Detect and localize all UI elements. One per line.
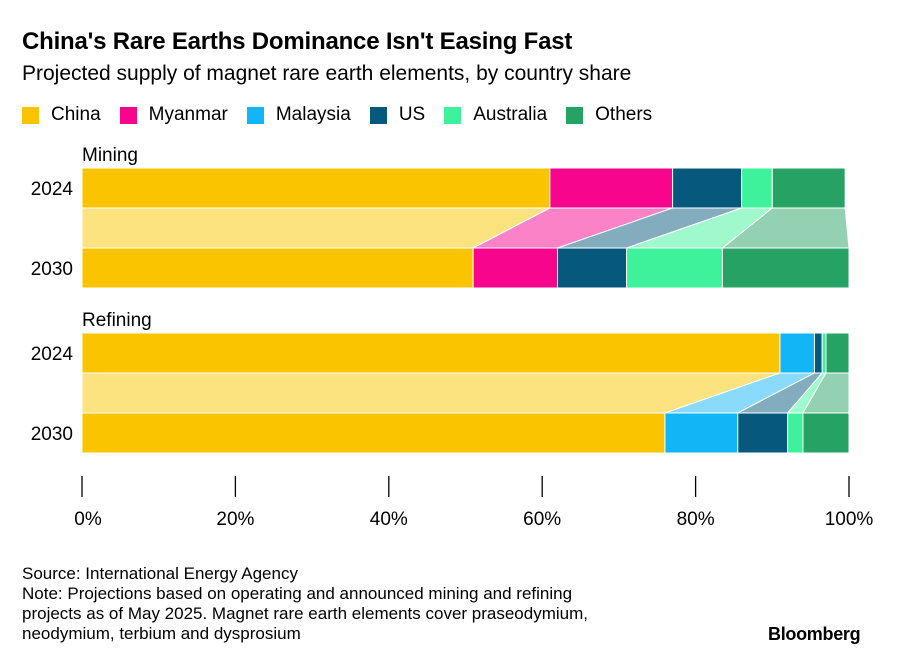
legend: China Myanmar Malaysia US Australia Othe… (22, 104, 671, 126)
mining-bar-2030-us (557, 247, 628, 289)
x-tick-label-0: 0% (74, 509, 102, 530)
legend-label-others: Others (595, 104, 653, 125)
bloomberg-logo: Bloomberg (768, 624, 861, 644)
panels-layer: Mining 2024 2030 Refining 2024 2030 (31, 145, 850, 454)
mining-bar-2030-china (81, 247, 474, 289)
stacked-bar-chart: Mining 2024 2030 Refining 2024 2030 0% 20% 40% 6… (31, 145, 874, 530)
footer-notes: Source: International Energy Agency Note… (22, 564, 588, 644)
mining-panel: Mining 2024 2030 (31, 145, 850, 289)
refining-bar-2024-others (825, 332, 850, 374)
refining-bar-2030-us (737, 412, 789, 454)
legend-label-malaysia: Malaysia (275, 104, 351, 125)
legend-label-australia: Australia (473, 104, 548, 125)
legend-swatch-australia (444, 106, 462, 124)
mining-bar-2024-china (81, 167, 551, 209)
refining-bar-2030-others (802, 412, 850, 454)
x-tick-label-4: 80% (677, 509, 715, 530)
chart-title: China's Rare Earths Dominance Isn't Easi… (22, 28, 573, 55)
mining-panel-title: Mining (82, 145, 138, 166)
mining-bar-2030-australia (626, 247, 723, 289)
refining-category-label-2030: 2030 (31, 424, 73, 445)
x-tick-label-2: 40% (370, 509, 408, 530)
legend-label-myanmar: Myanmar (148, 104, 228, 125)
legend-label-china: China (51, 104, 101, 125)
mining-bar-2024-australia (741, 167, 773, 209)
refining-bar-2030-malaysia (664, 412, 739, 454)
refining-category-label-2024: 2024 (31, 344, 74, 365)
refining-bar-2024-australia (821, 332, 827, 374)
legend-swatch-malaysia (246, 106, 264, 124)
mining-bar-2030-others (721, 247, 850, 289)
refining-panel: Refining 2024 2030 (31, 310, 850, 454)
x-tick-label-1: 20% (216, 509, 254, 530)
legend-swatch-others (566, 106, 584, 124)
refining-bar-2030-china (81, 412, 666, 454)
source-text: Source: International Energy Agency (22, 564, 298, 583)
x-axis: 0% 20% 40% 60% 80% 100% (74, 476, 873, 530)
legend-item-us: US (369, 104, 426, 126)
refining-panel-title: Refining (82, 310, 152, 331)
note-line-3: neodymium, terbium and dysprosium (22, 624, 301, 643)
mining-bar-2024-us (672, 167, 743, 209)
legend-item-china: China (22, 104, 101, 126)
refining-bar-2024-us (813, 332, 823, 374)
legend-label-us: US (398, 104, 426, 125)
mining-category-label-2024: 2024 (31, 179, 74, 200)
note-line-2: projects as of May 2025. Magnet rare ear… (22, 604, 588, 623)
legend-swatch-china (22, 106, 39, 124)
mining-bar-2024-myanmar (549, 167, 674, 209)
legend-item-malaysia: Malaysia (246, 104, 351, 126)
legend-swatch-us (369, 106, 387, 124)
x-tick-label-3: 60% (523, 509, 561, 530)
refining-bar-2030-australia (787, 412, 804, 454)
mining-bar-2024-others (771, 167, 846, 209)
mining-category-label-2030: 2030 (31, 259, 73, 280)
refining-connector-china (81, 372, 781, 414)
refining-bar-2024-malaysia (779, 332, 815, 374)
legend-swatch-myanmar (119, 106, 137, 124)
x-tick-label-5: 100% (825, 509, 874, 530)
chart-subtitle: Projected supply of magnet rare earth el… (22, 62, 632, 85)
legend-item-australia: Australia (444, 104, 547, 126)
refining-bar-2024-china (81, 332, 781, 374)
legend-item-myanmar: Myanmar (119, 104, 228, 126)
note-line-1: Note: Projections based on operating and… (22, 584, 573, 603)
legend-item-others: Others (566, 104, 652, 126)
mining-bar-2030-myanmar (472, 247, 559, 289)
mining-connector-china (81, 207, 551, 249)
